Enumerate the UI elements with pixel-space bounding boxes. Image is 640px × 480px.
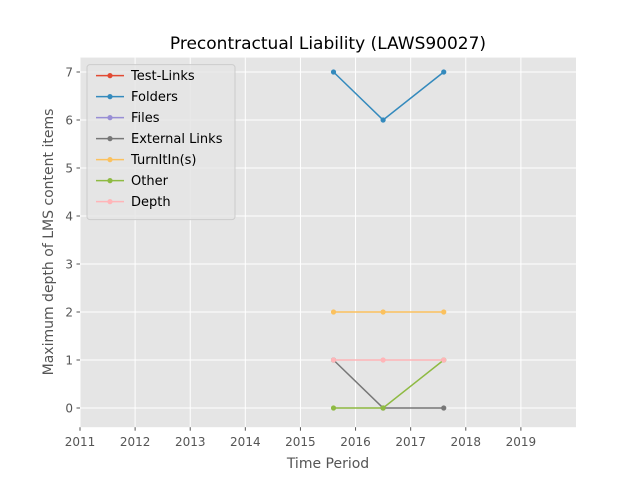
legend-marker [107,73,113,79]
x-tick-label: 2015 [285,435,316,449]
legend-marker [107,178,113,184]
legend-marker [107,199,113,205]
series-folders [330,69,447,123]
legend-entry: Folders [96,90,178,105]
legend-marker [107,136,113,142]
series-turnitin-s [330,309,447,315]
legend-label: Files [131,111,160,126]
data-point-other [380,405,386,411]
data-point-folders [380,117,386,123]
x-tick-label: 2017 [395,435,426,449]
x-tick-label: 2014 [230,435,261,449]
legend-label: Folders [131,90,178,105]
y-axis-label: Maximum depth of LMS content items [41,109,57,376]
chart-title: Precontractual Liability (LAWS90027) [170,34,486,54]
y-tick-label: 4 [65,210,73,224]
x-tick-label: 2019 [506,435,537,449]
data-point-turnitin-s [330,309,337,315]
x-axis-ticks: 2011 2012 2013 2014 2015 2016 2017 2018 2019 [65,427,536,449]
x-tick-label: 2013 [175,435,206,449]
data-point-folders [330,69,337,75]
data-point-other [330,405,337,411]
x-tick-label: 2016 [340,435,371,449]
series-depth [330,357,447,363]
legend-marker [107,157,113,163]
y-tick-label: 5 [65,162,73,176]
legend-marker [107,94,113,100]
legend-entry: Files [96,111,160,126]
legend-entry: External Links [96,132,223,147]
data-point-turnitin-s [380,309,386,315]
y-tick-label: 2 [65,306,73,320]
legend-entry: Test-Links [96,69,195,84]
legend-entry: TurnItIn(s) [96,153,196,168]
y-tick-label: 1 [65,354,73,368]
y-tick-label: 3 [65,258,73,272]
legend-label: Other [131,174,169,189]
x-tick-label: 2018 [451,435,482,449]
y-tick-label: 6 [65,114,73,128]
legend-label: Depth [131,195,171,210]
data-point-depth [330,357,337,363]
legend-label: External Links [131,132,223,147]
data-point-depth [441,357,447,363]
data-point-external-links [441,405,447,411]
x-axis-label: Time Period [286,456,369,472]
x-tick-label: 2011 [65,435,96,449]
grid [79,57,576,428]
y-tick-label: 7 [65,66,73,80]
legend-entry: Depth [96,195,171,210]
legend-label: Test-Links [130,69,195,84]
legend-label: TurnItIn(s) [130,153,196,168]
y-tick-label: 0 [65,402,73,416]
legend-marker [107,115,113,121]
y-axis-ticks: 0 1 2 3 4 5 6 7 [65,66,80,416]
legend-entry: Other [96,174,169,189]
data-point-turnitin-s [441,309,447,315]
legend: Test-Links Folders Files External Links Turn… [86,64,236,221]
series-layer [330,69,447,411]
x-tick-label: 2012 [120,435,151,449]
data-point-depth [380,357,386,363]
data-point-folders [441,69,447,75]
